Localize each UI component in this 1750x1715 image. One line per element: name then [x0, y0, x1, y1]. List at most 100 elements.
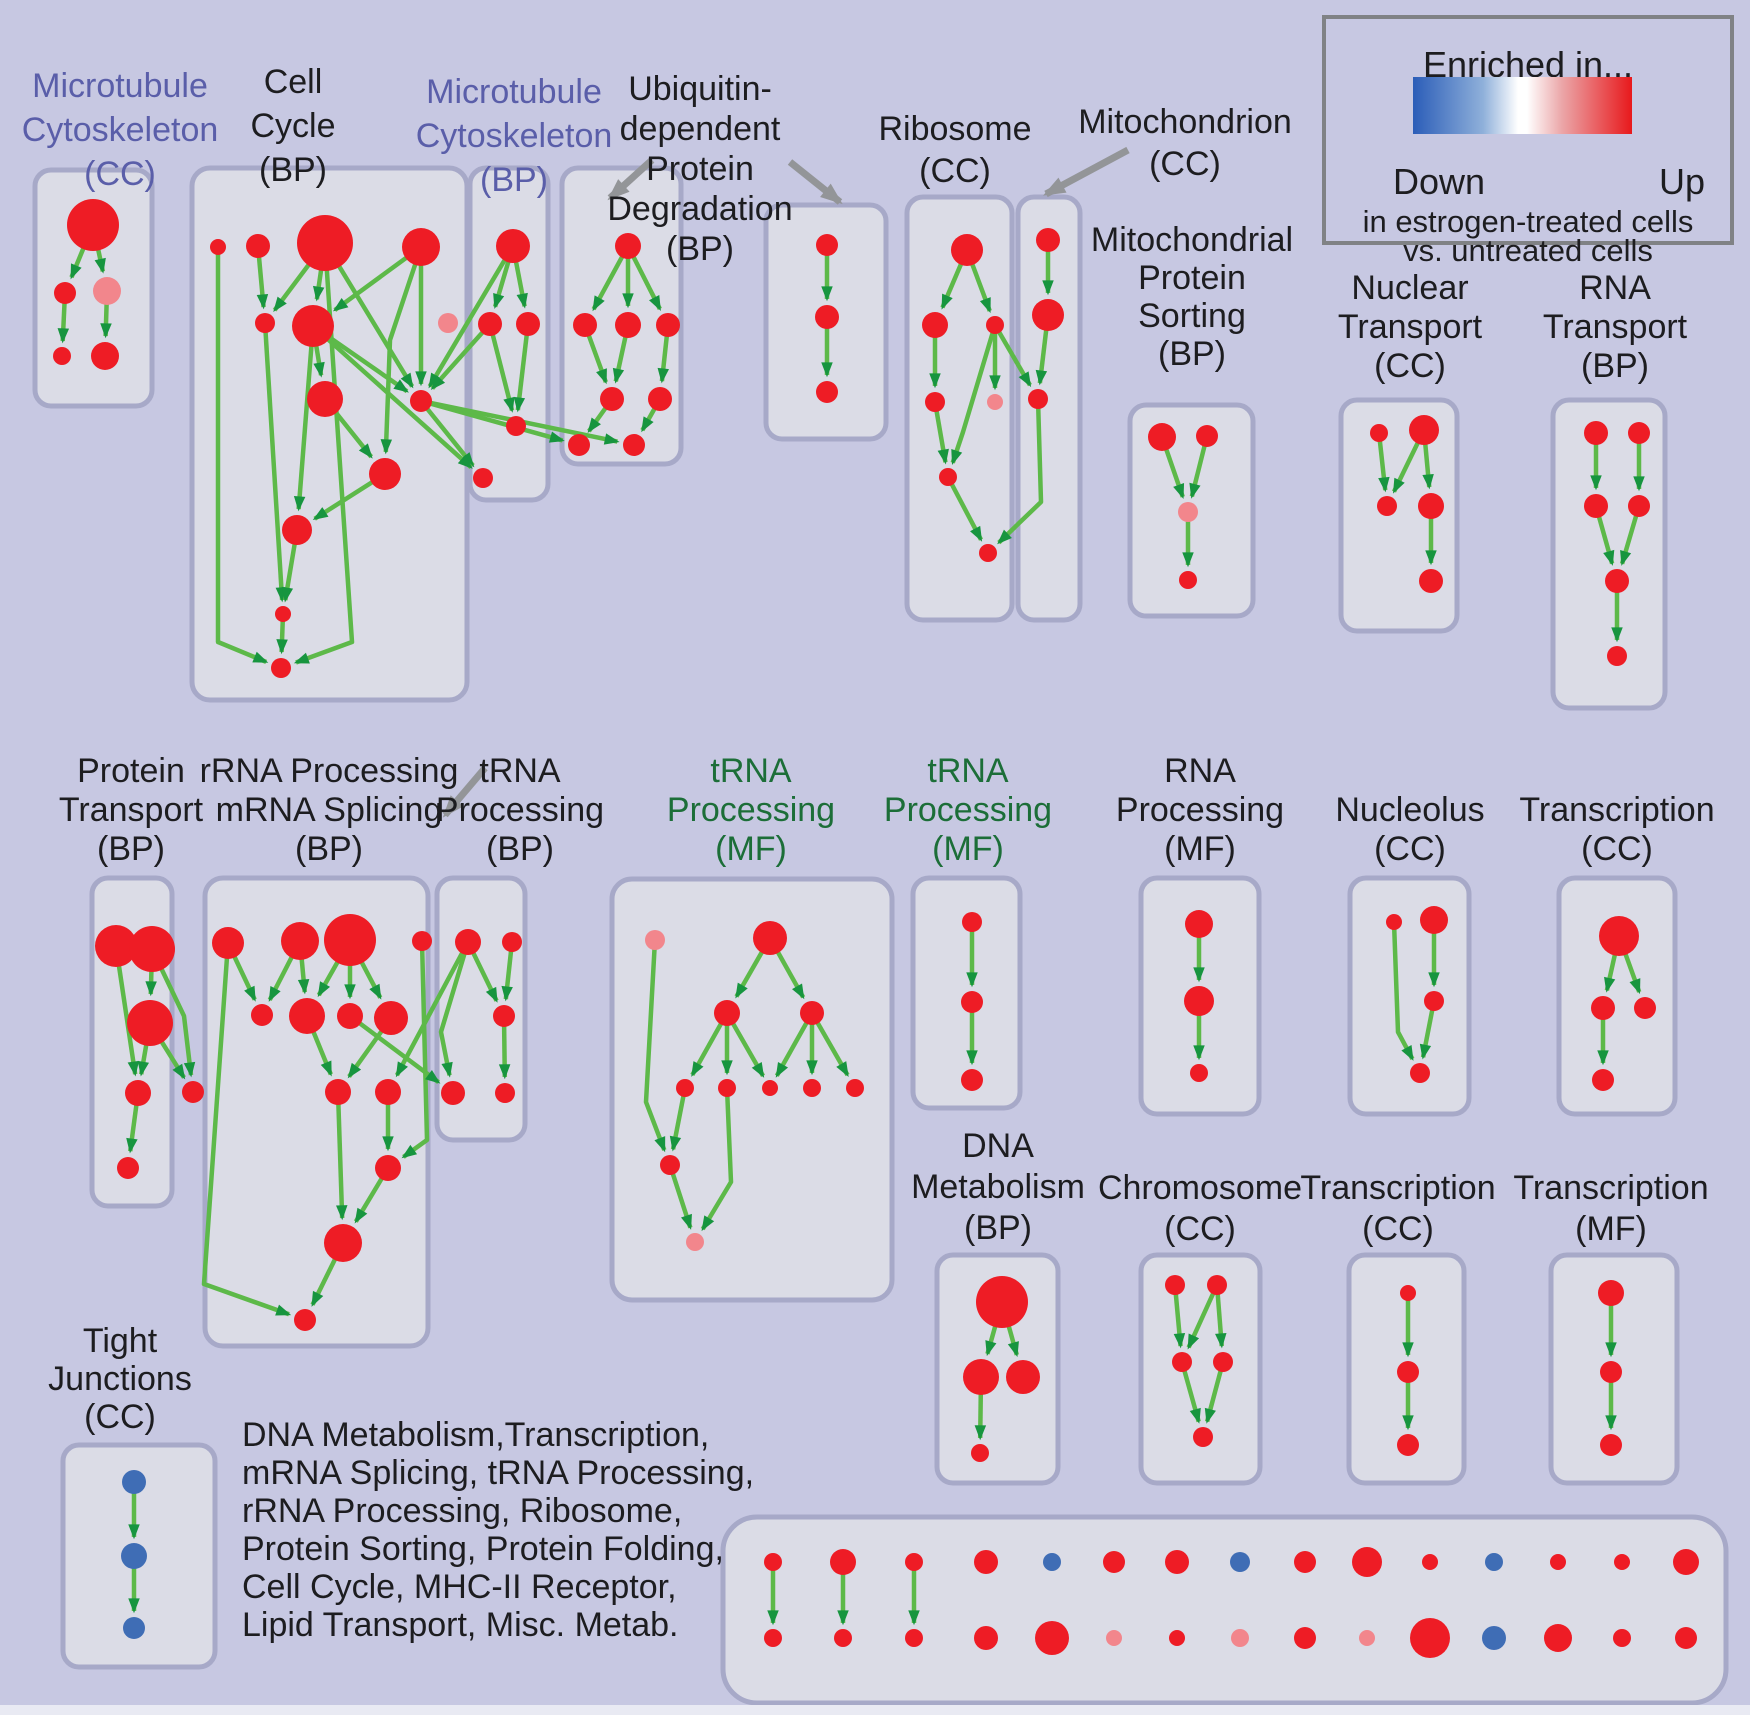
go-term-node-k3-red: [127, 1000, 173, 1046]
go-term-node-xt7-red: [1165, 1550, 1189, 1574]
go-term-node-p1-red: [1185, 910, 1213, 938]
go-term-node-n1-pink: [645, 930, 665, 950]
cluster-label-line: tRNA: [479, 752, 561, 790]
go-term-node-q4-red: [1410, 1063, 1430, 1083]
cluster-label-trna-mf-1: tRNA Processing (MF): [667, 752, 835, 869]
edge-arrow-m1-l10: [394, 940, 470, 1078]
go-term-node-n10-red: [660, 1155, 680, 1175]
go-term-node-n8-red: [803, 1079, 821, 1097]
go-term-node-l5-red: [251, 1004, 273, 1026]
edge-arrow-b4-b10: [380, 246, 424, 455]
edge-arrow-n6-n11: [700, 1087, 734, 1232]
go-term-node-b12-red: [275, 606, 291, 622]
cluster-box-misc-grid: [720, 1514, 1729, 1706]
legend-subtitle-2: vs. untreated cells: [1403, 233, 1653, 268]
go-term-node-xb7-red: [1169, 1630, 1185, 1646]
cluster-label-line: (CC): [1581, 830, 1653, 868]
cluster-label-line: RNA: [1164, 752, 1236, 790]
go-term-node-b2-red: [246, 234, 270, 258]
note-line-2: mRNA Splicing, tRNA Processing,: [242, 1454, 755, 1492]
go-term-node-b3-red: [297, 215, 353, 271]
edge-arrow-b6-c5: [311, 324, 473, 470]
cluster-label-line: Transcription: [1300, 1169, 1496, 1207]
go-term-node-q1-red: [1386, 914, 1402, 930]
cluster-label-line: Processing: [435, 791, 605, 829]
go-term-node-j6-red: [1607, 646, 1627, 666]
cluster-label-protein-transport: Protein Transport (BP): [59, 752, 203, 869]
cluster-box-mitochondrion-cc: [1015, 194, 1083, 623]
go-term-node-f6-red: [939, 468, 957, 486]
edge-arrow-f6-f7: [946, 475, 984, 542]
go-term-node-l13-red: [294, 1309, 316, 1331]
go-term-node-j5-red: [1605, 569, 1629, 593]
go-term-node-n7-red: [762, 1080, 778, 1096]
edge-arrow-f4-f6: [932, 401, 949, 465]
go-term-node-l11-red: [375, 1155, 401, 1181]
go-term-node-n2-red: [753, 921, 787, 955]
go-term-node-v1-red: [1598, 1280, 1624, 1306]
go-term-node-i3-red: [1377, 496, 1397, 516]
cluster-label-line: Protein: [1138, 259, 1246, 297]
go-term-node-t2-red: [1207, 1275, 1227, 1295]
cluster-label-mitochondrion-cc: Mitochondrion (CC): [1078, 101, 1292, 185]
note-line-1: DNA Metabolism,Transcription,: [242, 1416, 710, 1454]
edge-arrow-m1-m4: [438, 941, 471, 1078]
cluster-label-line: (BP): [259, 151, 327, 189]
cluster-label-line: mRNA Splicing: [215, 791, 443, 829]
cluster-label-line: (CC): [1374, 347, 1446, 385]
category-list-note: DNA Metabolism,Transcription, mRNA Splici…: [242, 1416, 754, 1644]
edge-arrow-n5-n10: [669, 1087, 688, 1152]
go-term-node-a3-pink: [93, 277, 121, 305]
go-term-node-d4-red: [656, 313, 680, 337]
go-term-node-c5-red: [473, 468, 493, 488]
go-term-node-j2-red: [1628, 422, 1650, 444]
go-term-node-d3-red: [615, 312, 641, 338]
cluster-label-line: (CC): [1149, 145, 1221, 183]
cluster-label-nuclear-transport: Nuclear Transport (CC): [1338, 269, 1482, 386]
go-term-node-i1-red: [1370, 424, 1388, 442]
go-term-node-b8-red: [307, 381, 343, 417]
go-term-node-xt13-red: [1550, 1554, 1566, 1570]
go-term-node-m5-red: [495, 1083, 515, 1103]
cluster-label-line: (BP): [964, 1209, 1032, 1247]
go-term-node-l4-red: [412, 931, 432, 951]
go-term-node-xt6-red: [1103, 1551, 1125, 1573]
edge-arrow-b1-b13: [215, 247, 269, 664]
go-term-node-l2-red: [281, 922, 319, 960]
go-term-node-e1-red: [816, 234, 838, 256]
note-line-5: Cell Cycle, MHC-II Receptor,: [242, 1568, 677, 1606]
go-term-node-b13-red: [271, 658, 291, 678]
cluster-label-line: tRNA: [927, 752, 1009, 790]
go-term-node-f1-red: [951, 234, 983, 266]
cluster-label-ribosome-cc: Ribosome (CC): [878, 108, 1031, 192]
edge-arrow-t3-t5: [1179, 1361, 1201, 1424]
go-term-node-h2-red: [1196, 425, 1218, 447]
go-term-node-w3-blue: [123, 1617, 145, 1639]
go-term-node-xb1-red: [764, 1629, 782, 1647]
go-term-node-n9-red: [846, 1079, 864, 1097]
go-term-node-xt11-red: [1422, 1554, 1438, 1570]
go-term-node-xb2-red: [834, 1629, 852, 1647]
note-line-6: Lipid Transport, Misc. Metab.: [242, 1606, 679, 1644]
cluster-label-transcription-cc-bot: Transcription (CC): [1300, 1168, 1495, 1250]
go-term-node-n11-pink: [686, 1233, 704, 1251]
go-term-node-q2-red: [1420, 906, 1448, 934]
cluster-label-rna-processing-mf: RNA Processing (MF): [1116, 752, 1284, 869]
go-term-node-b4-red: [402, 228, 440, 266]
cluster-label-microtubule-bp: Microtubule Cytoskeleton (BP): [416, 70, 613, 202]
cluster-label-line: Protein: [646, 150, 754, 188]
edge-arrow-b5-b12: [262, 322, 288, 603]
cluster-label-line: Sorting: [1138, 297, 1246, 335]
go-term-node-h3-pink: [1178, 502, 1198, 522]
go-term-node-t5-red: [1193, 1427, 1213, 1447]
edge-arrow-l1-l13: [201, 942, 292, 1317]
go-term-node-f4-red: [925, 392, 945, 412]
cluster-label-line: RNA: [1579, 269, 1651, 307]
edge-arrow-t1-t3: [1172, 1284, 1186, 1349]
cluster-label-line: Ribosome: [878, 110, 1032, 148]
cluster-label-microtubule-cc: Microtubule Cytoskeleton (CC): [22, 64, 219, 196]
go-term-node-d2-red: [573, 313, 597, 337]
go-term-node-c2-red: [478, 312, 502, 336]
go-term-node-xt12-blue: [1485, 1553, 1503, 1571]
cluster-label-line: Mitochondrion: [1078, 103, 1292, 141]
